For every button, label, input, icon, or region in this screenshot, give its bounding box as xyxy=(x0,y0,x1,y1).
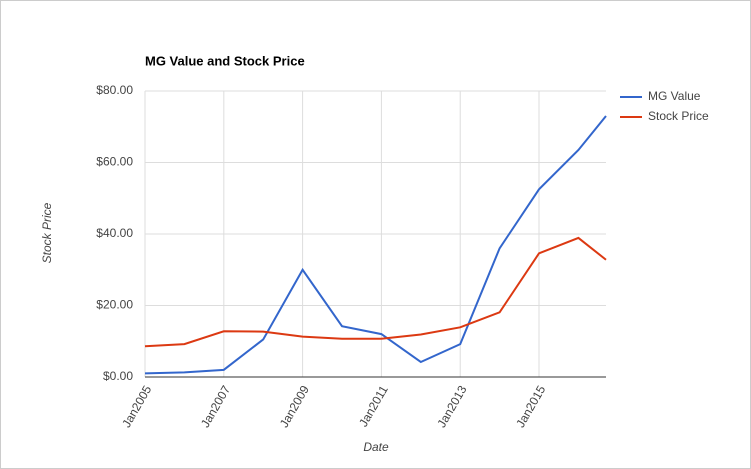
y-axis-label: Stock Price xyxy=(40,202,54,263)
y-tick-label: $60.00 xyxy=(96,155,133,169)
y-tick-label: $80.00 xyxy=(96,83,133,97)
series-line xyxy=(144,236,607,348)
y-tick-label: $20.00 xyxy=(96,298,133,312)
legend-label: MG Value xyxy=(648,89,701,103)
series-line xyxy=(144,115,607,375)
legend-label: Stock Price xyxy=(648,109,709,123)
y-tick-label: $40.00 xyxy=(96,226,133,240)
chart-title: MG Value and Stock Price xyxy=(145,53,305,68)
x-axis-label: Date xyxy=(363,440,389,454)
y-tick-label: $0.00 xyxy=(103,369,133,383)
